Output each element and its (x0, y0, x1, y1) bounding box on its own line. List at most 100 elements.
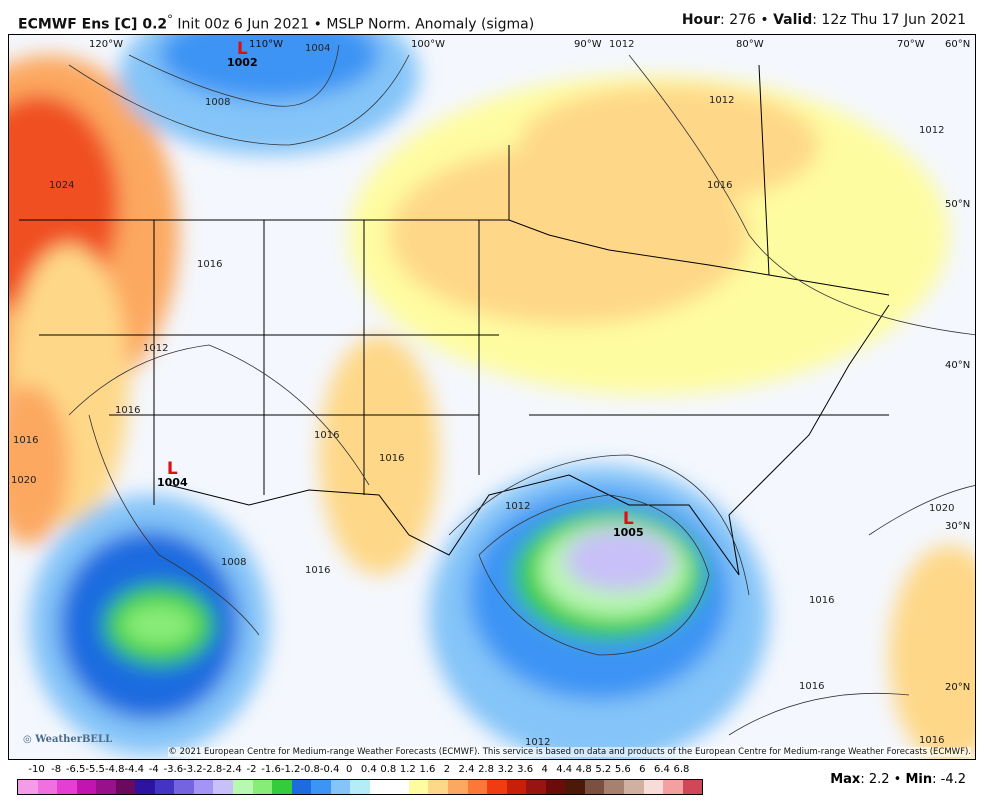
colorbar-tick-label: 6 (639, 764, 646, 775)
valid-info: Hour: 276 • Valid: 12z Thu 17 Jun 2021 (682, 12, 966, 28)
colorbar-swatch (604, 780, 624, 794)
colorbar-tick-label: -5.5 (85, 764, 105, 775)
isobar-label: 1012 (709, 95, 735, 106)
isobar-label: 1016 (314, 430, 340, 441)
lat-label: 20°N (945, 682, 971, 693)
init-time: Init 00z 6 Jun 2021 (177, 16, 310, 33)
separator: • (760, 12, 769, 28)
colorbar-tick-label: 4.4 (556, 764, 573, 775)
colorbar-tick-label: -3.2 (183, 764, 203, 775)
colorbar-swatch (682, 780, 703, 794)
colorbar-tick-label: 2.4 (458, 764, 475, 775)
colorbar-swatch (272, 780, 292, 794)
lon-label: 100°W (411, 39, 445, 50)
colorbar-tick-label: -0.4 (319, 764, 340, 775)
title: ECMWF Ens [C] 0.2° Init 00z 6 Jun 2021 •… (18, 12, 534, 33)
isobar-label: 1016 (379, 453, 405, 464)
colorbar-tick-label: -6.5 (65, 764, 86, 775)
valid-value: : 12z Thu 17 Jun 2021 (812, 12, 966, 28)
colorbar-swatch (623, 780, 644, 794)
colorbar-swatch (408, 780, 429, 794)
lon-label: 110°W (249, 39, 283, 50)
colorbar-swatch (233, 780, 253, 794)
map-panel: 120°W 110°W 100°W 90°W 80°W 70°W 60°N 50… (8, 34, 976, 760)
low-value: 1002 (227, 56, 258, 69)
product-name: MSLP Norm. Anomaly (sigma) (326, 16, 535, 33)
min-label: Min (905, 772, 933, 787)
colorbar-tick-label: 6.4 (653, 764, 670, 775)
isobar-label: 1004 (305, 43, 331, 54)
colorbar-swatch (311, 780, 331, 794)
lon-label: 120°W (89, 39, 123, 50)
colorbar-tick-label: 3.6 (517, 764, 534, 775)
isobar-label: 1012 (525, 737, 551, 748)
colorbar-swatch (330, 780, 351, 794)
colorbar-tick-label: 0.4 (360, 764, 377, 775)
colorbar-tick-label: -2 (246, 764, 257, 775)
isobar-label: 1012 (919, 125, 945, 136)
low-value: 1004 (157, 476, 188, 489)
colorbar-tick-label: 6.8 (673, 764, 690, 775)
separator: • (889, 772, 906, 787)
isobar-label: 1012 (609, 39, 635, 50)
colorbar-tick-label: 2 (443, 764, 451, 775)
lat-label: 30°N (945, 521, 971, 532)
weatherbell-logo: ◎ WeatherBELL (23, 734, 113, 745)
colorbar-swatch (389, 780, 409, 794)
colorbar-swatch (369, 780, 390, 794)
anomaly-field (9, 35, 975, 759)
colorbar-tick-label: 4 (541, 764, 548, 775)
colorbar-swatch (428, 780, 449, 794)
colorbar-tick-label: 0.8 (380, 764, 397, 775)
colorbar-swatch (565, 780, 585, 794)
isobar-label: 1020 (11, 475, 37, 486)
colorbar-swatch (584, 780, 605, 794)
colorbar-swatch (506, 780, 527, 794)
lon-label: 90°W (574, 39, 602, 50)
colorbar (17, 779, 703, 795)
colorbar-tick-label: 5.2 (595, 764, 612, 775)
colorbar-swatch (135, 780, 155, 794)
isobar-label: 1016 (115, 405, 141, 416)
valid-label: Valid (773, 12, 813, 28)
degree-symbol: ° (167, 12, 173, 26)
low-symbol: L (166, 459, 178, 479)
model-name: ECMWF Ens [C] 0.2 (18, 16, 168, 33)
colorbar-tick-label: -8 (51, 764, 62, 775)
lat-label: 40°N (945, 360, 971, 371)
isobar-label: 1016 (13, 435, 39, 446)
isobar-label: 1012 (143, 343, 169, 354)
max-min-stats: Max: 2.2 • Min: -4.2 (830, 772, 966, 787)
isobar-label: 1016 (707, 180, 733, 191)
colorbar-labels: -10 -8 -6.5 -5.5 -4.8 -4.4 -4 -3.6 -3.2 -2.8 -2.4-… (17, 764, 701, 778)
low-symbol: L (622, 509, 634, 529)
colorbar-swatch (174, 780, 194, 794)
min-value: : -4.2 (932, 772, 966, 787)
colorbar-tick-label: 5.6 (614, 764, 631, 775)
colorbar-swatch (193, 780, 214, 794)
colorbar-tick-label: -4.8 (104, 764, 125, 775)
colorbar-tick-label: 3.2 (497, 764, 514, 775)
isobar-label: 1016 (799, 681, 825, 692)
colorbar-tick-label: -3.6 (163, 764, 184, 775)
isobar-label: 1008 (221, 557, 247, 568)
colorbar-tick-label: -2.4 (222, 764, 242, 775)
isobar-label: 1008 (205, 97, 231, 108)
colorbar-swatch (96, 780, 116, 794)
colorbar-tick-label: -0.8 (300, 764, 320, 775)
colorbar-tick-label: -2.8 (202, 764, 223, 775)
colorbar-swatch (448, 780, 468, 794)
colorbar-swatch (213, 780, 234, 794)
colorbar-tick-label: -4.4 (124, 764, 145, 775)
lat-label: 50°N (945, 199, 971, 210)
colorbar-tick-label: -1.2 (280, 764, 301, 775)
hour-label: Hour (681, 12, 721, 28)
separator: • (313, 16, 322, 33)
max-label: Max (830, 772, 861, 787)
low-pressure-center: L 1002 (227, 41, 258, 70)
isobar-label: 1016 (919, 735, 945, 746)
borders (19, 64, 890, 576)
colorbar-tick-label: 1.2 (399, 764, 416, 775)
isobar-label: 1016 (197, 259, 223, 270)
colorbar-swatch (526, 780, 546, 794)
